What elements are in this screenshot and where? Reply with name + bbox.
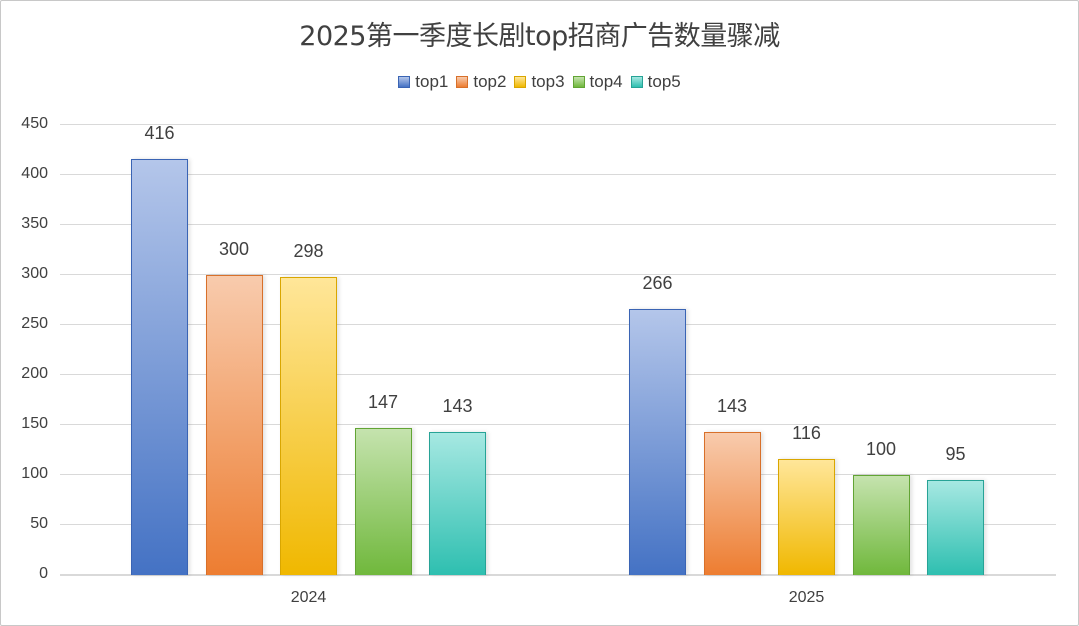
- x-category-label: 2025: [788, 589, 825, 606]
- y-tick-label: 400: [21, 165, 48, 182]
- bar-2024-top5[interactable]: [429, 432, 486, 575]
- legend-item-top5[interactable]: top5: [630, 72, 681, 92]
- bar-2025-top4[interactable]: [852, 475, 910, 575]
- chart-legend: top1 top2 top3 top4 top5: [0, 72, 1079, 92]
- gridline: [60, 324, 1056, 325]
- data-label: 300: [218, 239, 250, 259]
- legend-item-top1[interactable]: top1: [398, 72, 448, 92]
- y-tick-label: 350: [21, 215, 48, 232]
- y-tick-label: 100: [21, 465, 48, 482]
- bar-2025-top2[interactable]: [703, 432, 761, 575]
- gridline: [60, 424, 1056, 425]
- legend-item-top3[interactable]: top3: [514, 72, 565, 92]
- data-label: 116: [792, 423, 821, 443]
- gridline: [60, 474, 1056, 475]
- y-tick-label: 450: [21, 115, 48, 132]
- gridline: [60, 224, 1056, 225]
- y-tick-label: 0: [39, 565, 48, 582]
- y-tick-label: 300: [21, 265, 48, 282]
- data-label: 95: [945, 444, 966, 464]
- bar-2025-top3[interactable]: [778, 459, 835, 575]
- data-label: 298: [293, 241, 324, 261]
- bar-2024-top3[interactable]: [280, 277, 337, 575]
- data-label: 416: [144, 123, 175, 143]
- gridline: [60, 124, 1056, 125]
- y-tick-label: 200: [21, 365, 48, 382]
- data-label: 143: [442, 396, 473, 416]
- legend-label: top5: [647, 72, 681, 91]
- legend-label: top3: [531, 72, 565, 91]
- data-label: 147: [367, 392, 399, 412]
- x-category-label: 2024: [290, 589, 327, 606]
- legend-swatch-icon: [630, 76, 643, 88]
- legend-label: top2: [473, 72, 507, 91]
- legend-item-top2[interactable]: top2: [456, 72, 506, 92]
- data-label: 100: [865, 439, 897, 459]
- gridline: [60, 374, 1056, 375]
- gridline: [60, 274, 1056, 275]
- y-tick-label: 250: [21, 315, 48, 332]
- legend-swatch-icon: [398, 76, 411, 88]
- x-axis-line: [60, 574, 1056, 576]
- legend-label: top4: [589, 72, 623, 91]
- bar-2025-top5[interactable]: [927, 480, 984, 575]
- legend-label: top1: [415, 72, 449, 91]
- bar-2025-top1[interactable]: [629, 309, 686, 575]
- y-tick-label: 150: [21, 415, 48, 432]
- gridline: [60, 174, 1056, 175]
- bar-2024-top1[interactable]: [131, 159, 188, 575]
- y-tick-label: 50: [30, 515, 48, 532]
- bar-2024-top4[interactable]: [354, 428, 412, 575]
- legend-swatch-icon: [456, 76, 469, 88]
- chart-title: 2025第一季度长剧top招商广告数量骤减: [299, 21, 780, 52]
- gridline: [60, 524, 1056, 525]
- legend-swatch-icon: [514, 76, 527, 88]
- data-label: 143: [716, 396, 748, 416]
- legend-swatch-icon: [572, 76, 585, 88]
- legend-item-top4[interactable]: top4: [572, 72, 623, 92]
- data-label: 266: [642, 273, 673, 293]
- bar-2024-top2[interactable]: [205, 275, 263, 575]
